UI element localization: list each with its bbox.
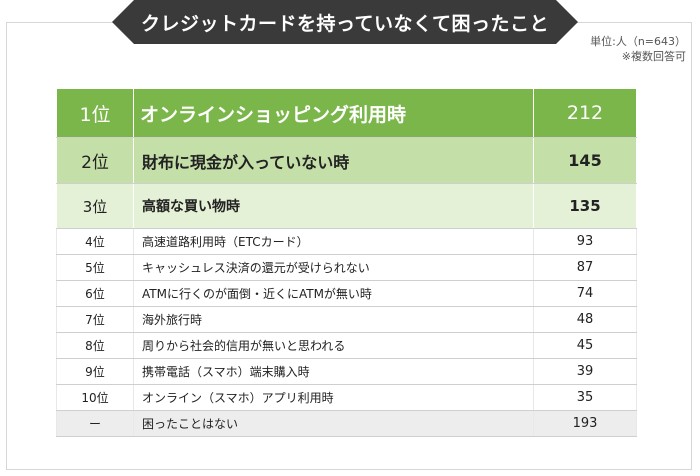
count-cell: 135 — [533, 183, 637, 229]
table-row: 1位 オンラインショッピング利用時 212 — [56, 88, 637, 138]
table-row: 9位 携帯電話（スマホ）端末購入時 39 — [56, 358, 637, 385]
table-row: 2位 財布に現金が入っていない時 145 — [56, 137, 637, 184]
rank-cell: 2位 — [56, 137, 134, 184]
rank-cell: 3位 — [56, 183, 134, 229]
item-cell: オンラインショッピング利用時 — [133, 88, 534, 138]
rank-cell: 8位 — [56, 332, 134, 359]
count-cell: 212 — [533, 88, 637, 138]
count-cell: 93 — [533, 228, 637, 255]
table-row: ー困ったことはない 193 — [56, 410, 637, 437]
ranking-table: 1位 オンラインショッピング利用時 212 2位 財布に現金が入っていない時 145 3位高… — [56, 88, 637, 437]
count-cell: 145 — [533, 137, 637, 184]
count-cell: 87 — [533, 254, 637, 281]
item-cell: 財布に現金が入っていない時 — [133, 137, 534, 184]
item-cell: 高速道路利用時（ETCカード） — [133, 228, 534, 255]
rank-cell: 6位 — [56, 280, 134, 307]
count-cell: 193 — [533, 410, 637, 437]
table-row: 3位 高額な買い物時 135 — [56, 183, 637, 229]
table-row: 6位 ATMに行くのが面倒・近くにATMが無い時 74 — [56, 280, 637, 307]
table-row: 4位 高速道路利用時（ETCカード） 93 — [56, 228, 637, 255]
count-cell: 35 — [533, 384, 637, 411]
rank-cell: 5位 — [56, 254, 134, 281]
rank-cell: 4位 — [56, 228, 134, 255]
count-cell: 74 — [533, 280, 637, 307]
item-cell: 海外旅行時 — [133, 306, 534, 333]
item-cell: 周りから社会的信用が無いと思われる — [133, 332, 534, 359]
title-banner: クレジットカードを持っていなくて困ったこと — [112, 0, 578, 44]
rank-cell: ー — [56, 410, 134, 437]
rank-cell: 10位 — [56, 384, 134, 411]
count-cell: 48 — [533, 306, 637, 333]
rank-cell: 9位 — [56, 358, 134, 385]
table-row: 8位 周りから社会的信用が無いと思われる 45 — [56, 332, 637, 359]
table-row: 7位 海外旅行時 48 — [56, 306, 637, 333]
item-cell: 携帯電話（スマホ）端末購入時 — [133, 358, 534, 385]
table-row: 5位 キャッシュレス決済の還元が受けられない 87 — [56, 254, 637, 281]
unit-notes: 単位:人（n=643） ※複数回答可 — [590, 34, 686, 64]
rank-cell: 1位 — [56, 88, 134, 138]
item-cell: 高額な買い物時 — [133, 183, 534, 229]
item-cell: オンライン（スマホ）アプリ利用時 — [133, 384, 534, 411]
table-row: 10位 オンライン（スマホ）アプリ利用時 35 — [56, 384, 637, 411]
item-cell: キャッシュレス決済の還元が受けられない — [133, 254, 534, 281]
item-cell: ATMに行くのが面倒・近くにATMが無い時 — [133, 280, 534, 307]
unit-label: 単位:人（n=643） — [590, 35, 686, 48]
multiple-answer-note: ※複数回答可 — [621, 50, 686, 63]
rank-cell: 7位 — [56, 306, 134, 333]
item-cell: 困ったことはない — [133, 410, 534, 437]
count-cell: 45 — [533, 332, 637, 359]
chart-title: クレジットカードを持っていなくて困ったこと — [141, 12, 549, 35]
count-cell: 39 — [533, 358, 637, 385]
